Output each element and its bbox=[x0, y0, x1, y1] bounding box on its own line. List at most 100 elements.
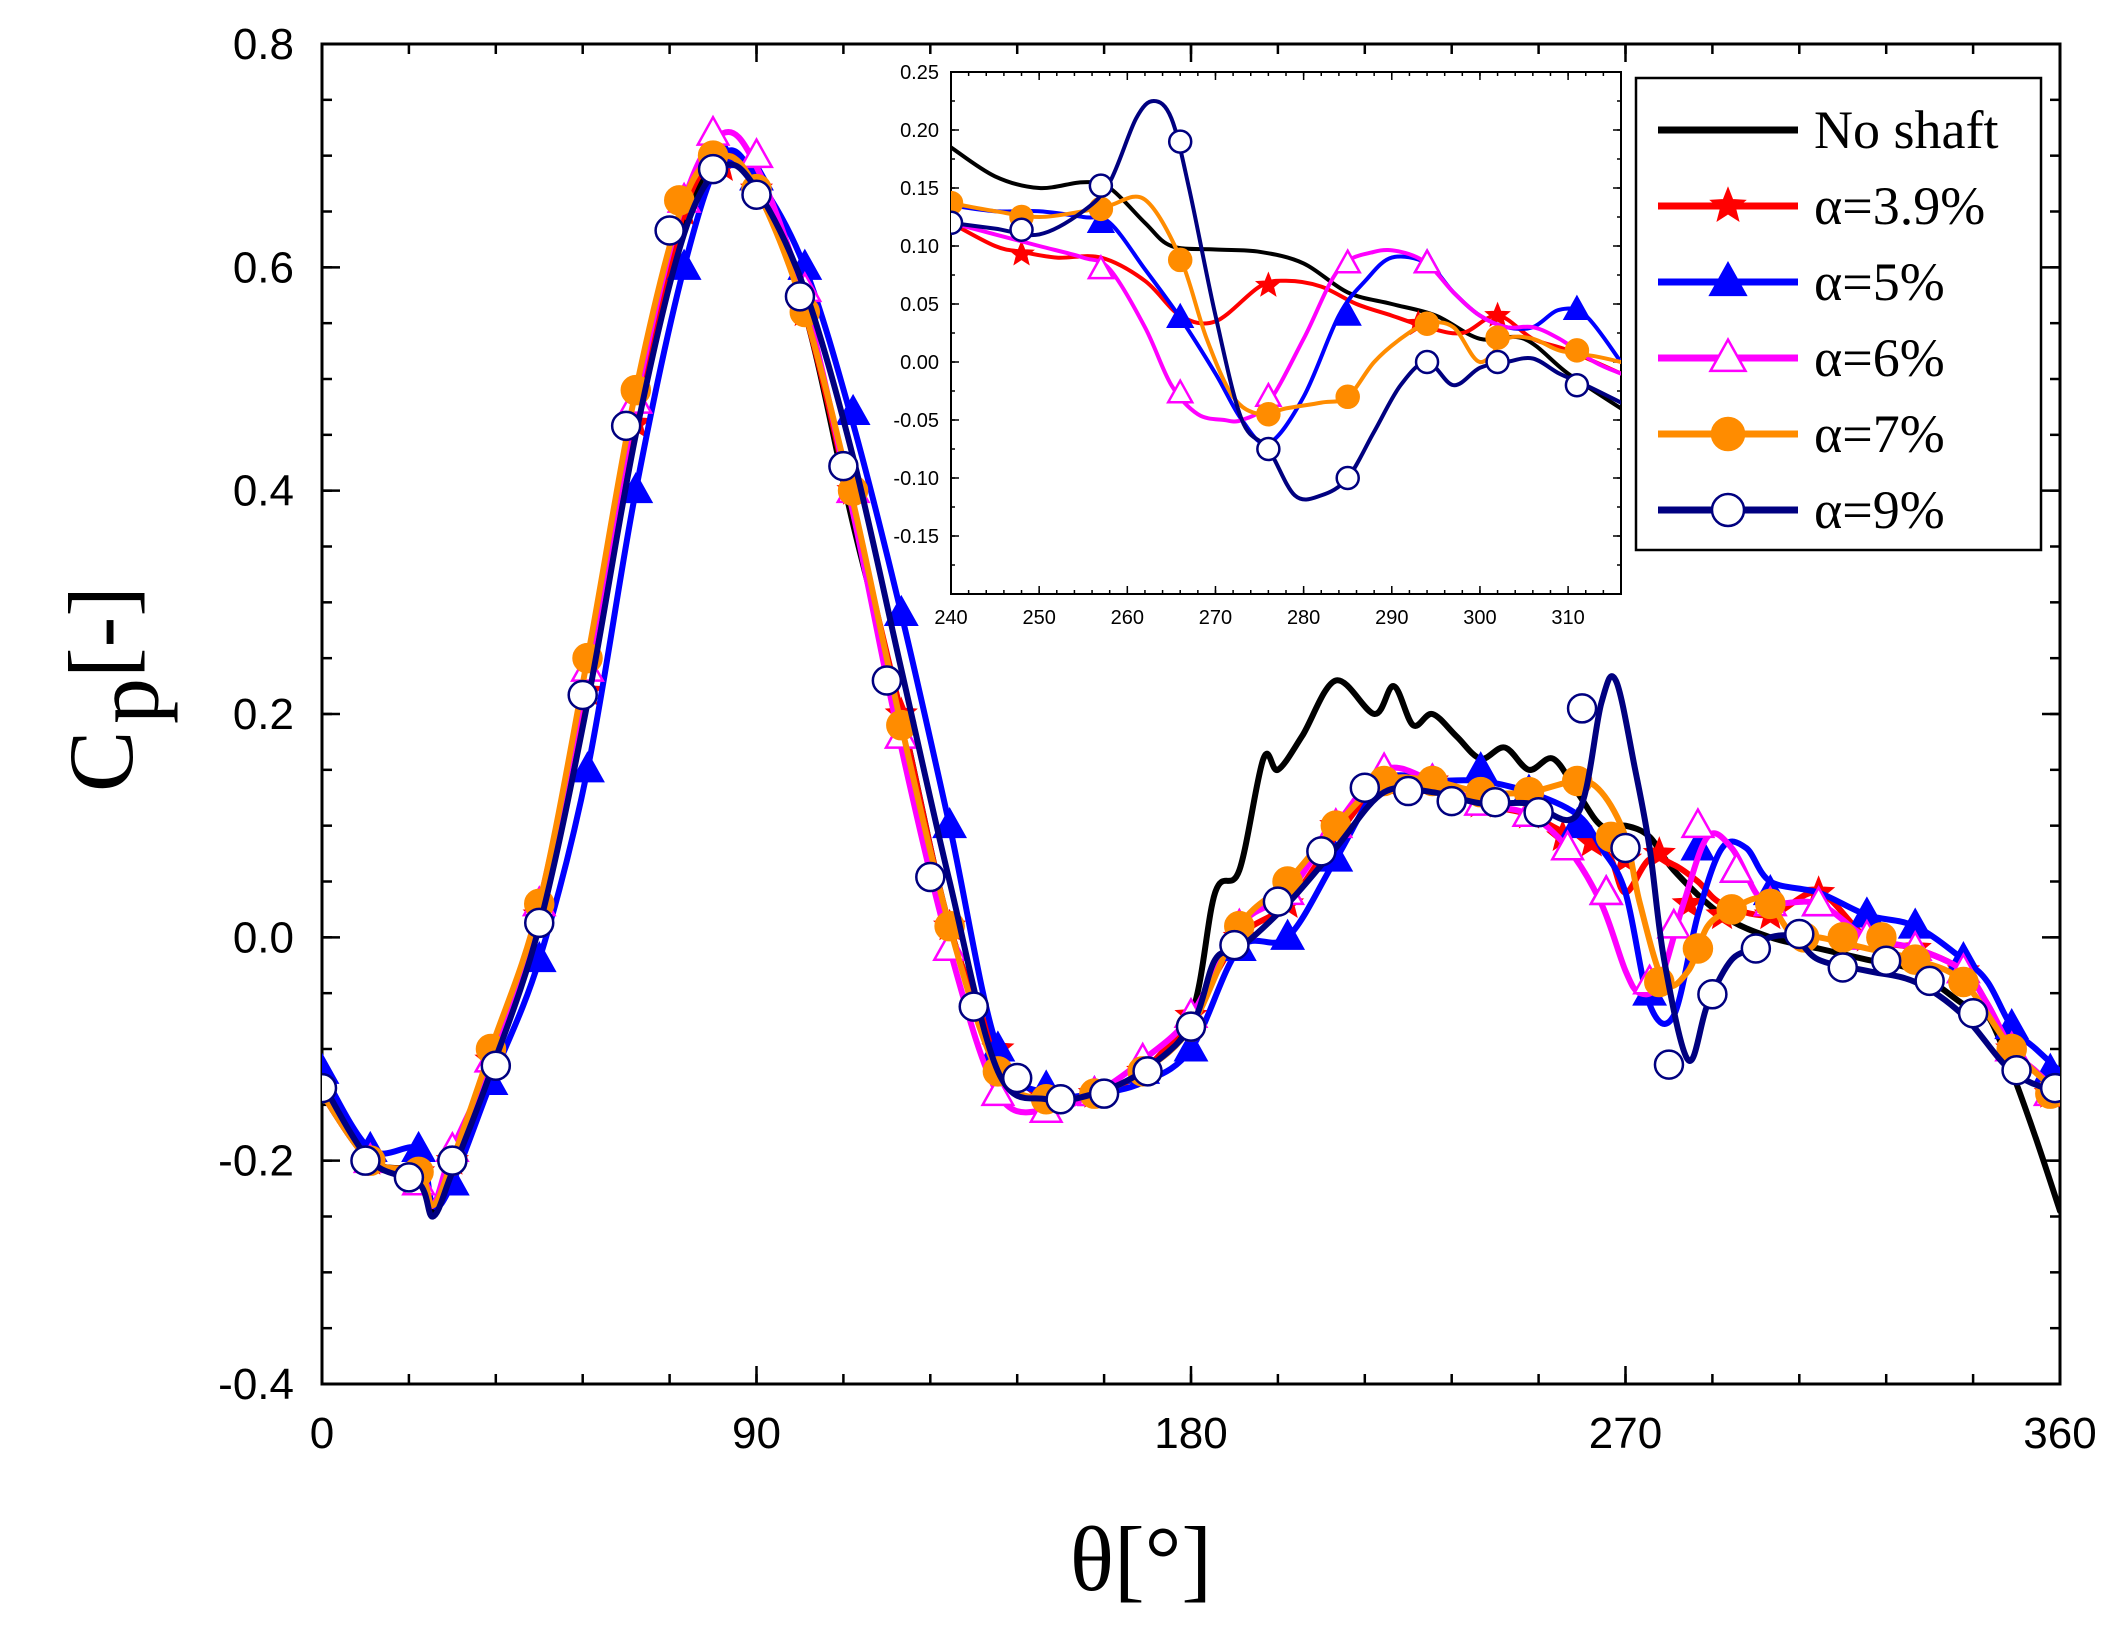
main-data-point bbox=[1827, 952, 1858, 983]
legend-item: α=9% bbox=[1658, 480, 1945, 540]
inset-data-point bbox=[1254, 271, 1282, 297]
main-series-5 bbox=[322, 153, 2060, 1220]
legend-item: α=3.9% bbox=[1658, 176, 1985, 236]
main-data-point bbox=[1349, 772, 1381, 803]
inset-data-point bbox=[1166, 302, 1195, 329]
main-data-point bbox=[1270, 918, 1306, 950]
main-data-point bbox=[1784, 918, 1815, 950]
main-data-point bbox=[524, 907, 555, 939]
main-data-point bbox=[322, 1072, 338, 1104]
inset-data-point bbox=[1414, 311, 1440, 336]
main-data-point bbox=[1656, 907, 1692, 939]
main-data-point bbox=[610, 410, 642, 442]
inset-data-point bbox=[1009, 217, 1034, 243]
legend-label: No shaft bbox=[1814, 100, 1998, 160]
main-y-tick-label: 0.6 bbox=[233, 243, 294, 292]
inset-plot-area bbox=[951, 99, 1621, 502]
main-data-point bbox=[980, 1075, 1016, 1107]
main-data-point bbox=[915, 861, 946, 893]
inset-data-point bbox=[1333, 300, 1362, 326]
inset-data-point bbox=[1564, 372, 1590, 398]
inset-data-point bbox=[1485, 325, 1510, 350]
main-data-point bbox=[1088, 1078, 1120, 1109]
main-data-point bbox=[741, 179, 772, 210]
main-data-point bbox=[1716, 894, 1747, 925]
main-data-point bbox=[1175, 1011, 1207, 1042]
main-data-point bbox=[1045, 1084, 1076, 1115]
inset-data-point bbox=[951, 210, 964, 236]
legend-label: α=5% bbox=[1814, 252, 1945, 312]
legend-item: α=6% bbox=[1658, 328, 1945, 388]
main-data-point bbox=[2001, 1054, 2032, 1086]
legend-frame bbox=[1634, 76, 2043, 552]
main-data-point bbox=[567, 679, 598, 711]
main-data-point bbox=[739, 137, 774, 169]
inset-data-point bbox=[1414, 349, 1440, 375]
y-axis-label-main: C bbox=[50, 731, 152, 792]
inset-x-tick-label: 240 bbox=[934, 607, 967, 629]
legend-item: No shaft bbox=[1658, 100, 1998, 160]
x-axis-label: θ[°] bbox=[1070, 1508, 1212, 1610]
legend: No shaft α=3.9% α=5% α=6% α=7% α=9% bbox=[1634, 76, 2043, 552]
main-data-point bbox=[1948, 966, 1979, 998]
inset-data-point bbox=[1088, 173, 1114, 198]
inset-data-point bbox=[1412, 248, 1442, 274]
main-data-point bbox=[1001, 1062, 1033, 1094]
inset-y-tick-label: 0.20 bbox=[900, 120, 939, 142]
legend-marker bbox=[1708, 261, 1748, 297]
main-data-point bbox=[1588, 874, 1624, 906]
main-x-tick-label: 360 bbox=[2023, 1409, 2096, 1458]
main-data-point bbox=[1801, 885, 1837, 917]
main-data-point bbox=[664, 185, 695, 216]
main-x-tick-label: 270 bbox=[1589, 1409, 1662, 1458]
inset-frame bbox=[950, 71, 1622, 595]
main-y-tick-label: 0.2 bbox=[233, 690, 294, 739]
main-data-point bbox=[1132, 1056, 1163, 1087]
main-data-point bbox=[1479, 786, 1511, 818]
inset-y-tick-label: 0.10 bbox=[900, 236, 939, 258]
main-data-point bbox=[393, 1162, 425, 1193]
inset-axes: 240 250 260 270 280 290 300 310 -0.15 -0.10 -0.05 0… bbox=[893, 62, 1622, 629]
inset-y-tick-label: -0.10 bbox=[893, 468, 939, 490]
main-data-point bbox=[1682, 933, 1714, 964]
inset-series-4 bbox=[951, 190, 1621, 427]
legend-label: α=3.9% bbox=[1814, 176, 1985, 236]
legend-marker bbox=[1710, 416, 1746, 452]
main-data-point bbox=[1957, 998, 1989, 1029]
inset-x-tick-label: 250 bbox=[1022, 607, 1055, 629]
main-data-point bbox=[1550, 829, 1586, 861]
inset-data-point bbox=[1167, 129, 1193, 154]
main-y-tick-label: 0.4 bbox=[233, 467, 294, 516]
inset-data-point bbox=[1562, 294, 1592, 320]
main-data-point bbox=[784, 281, 816, 312]
legend-marker bbox=[1708, 337, 1748, 373]
inset-y-tick-label: -0.05 bbox=[893, 410, 939, 432]
inset-data-point bbox=[1333, 248, 1362, 274]
inset-x-tick-label: 270 bbox=[1199, 607, 1232, 629]
main-data-point bbox=[1755, 888, 1786, 920]
legend-item: α=7% bbox=[1658, 404, 1945, 464]
inset-y-tick-label: 0.25 bbox=[900, 62, 939, 84]
main-x-tick-label: 180 bbox=[1154, 1409, 1227, 1458]
inset-data-point bbox=[1484, 301, 1511, 327]
legend-item: α=5% bbox=[1658, 252, 1945, 312]
main-data-point bbox=[828, 450, 859, 482]
main-y-tick-label: -0.2 bbox=[218, 1137, 294, 1186]
main-y-tick-label: 0.8 bbox=[233, 20, 294, 69]
main-data-point bbox=[871, 665, 903, 696]
main-data-point bbox=[350, 1145, 381, 1176]
main-data-point bbox=[570, 751, 605, 783]
legend-marker bbox=[1710, 492, 1746, 528]
legend-marker bbox=[1709, 186, 1747, 223]
main-y-tick-label: -0.4 bbox=[218, 1360, 294, 1409]
inset-series-3 bbox=[951, 220, 1621, 424]
inset-x-tick-label: 310 bbox=[1551, 607, 1584, 629]
main-data-point bbox=[437, 1145, 468, 1176]
inset-x-tick-label: 260 bbox=[1111, 607, 1144, 629]
inset-data-point bbox=[1335, 465, 1360, 491]
inset-y-tick-label: 0.05 bbox=[900, 294, 939, 316]
main-data-point bbox=[1173, 1030, 1209, 1062]
main-data-point bbox=[1680, 807, 1716, 839]
main-data-point bbox=[2039, 1072, 2060, 1104]
legend-label: α=9% bbox=[1814, 480, 1945, 540]
